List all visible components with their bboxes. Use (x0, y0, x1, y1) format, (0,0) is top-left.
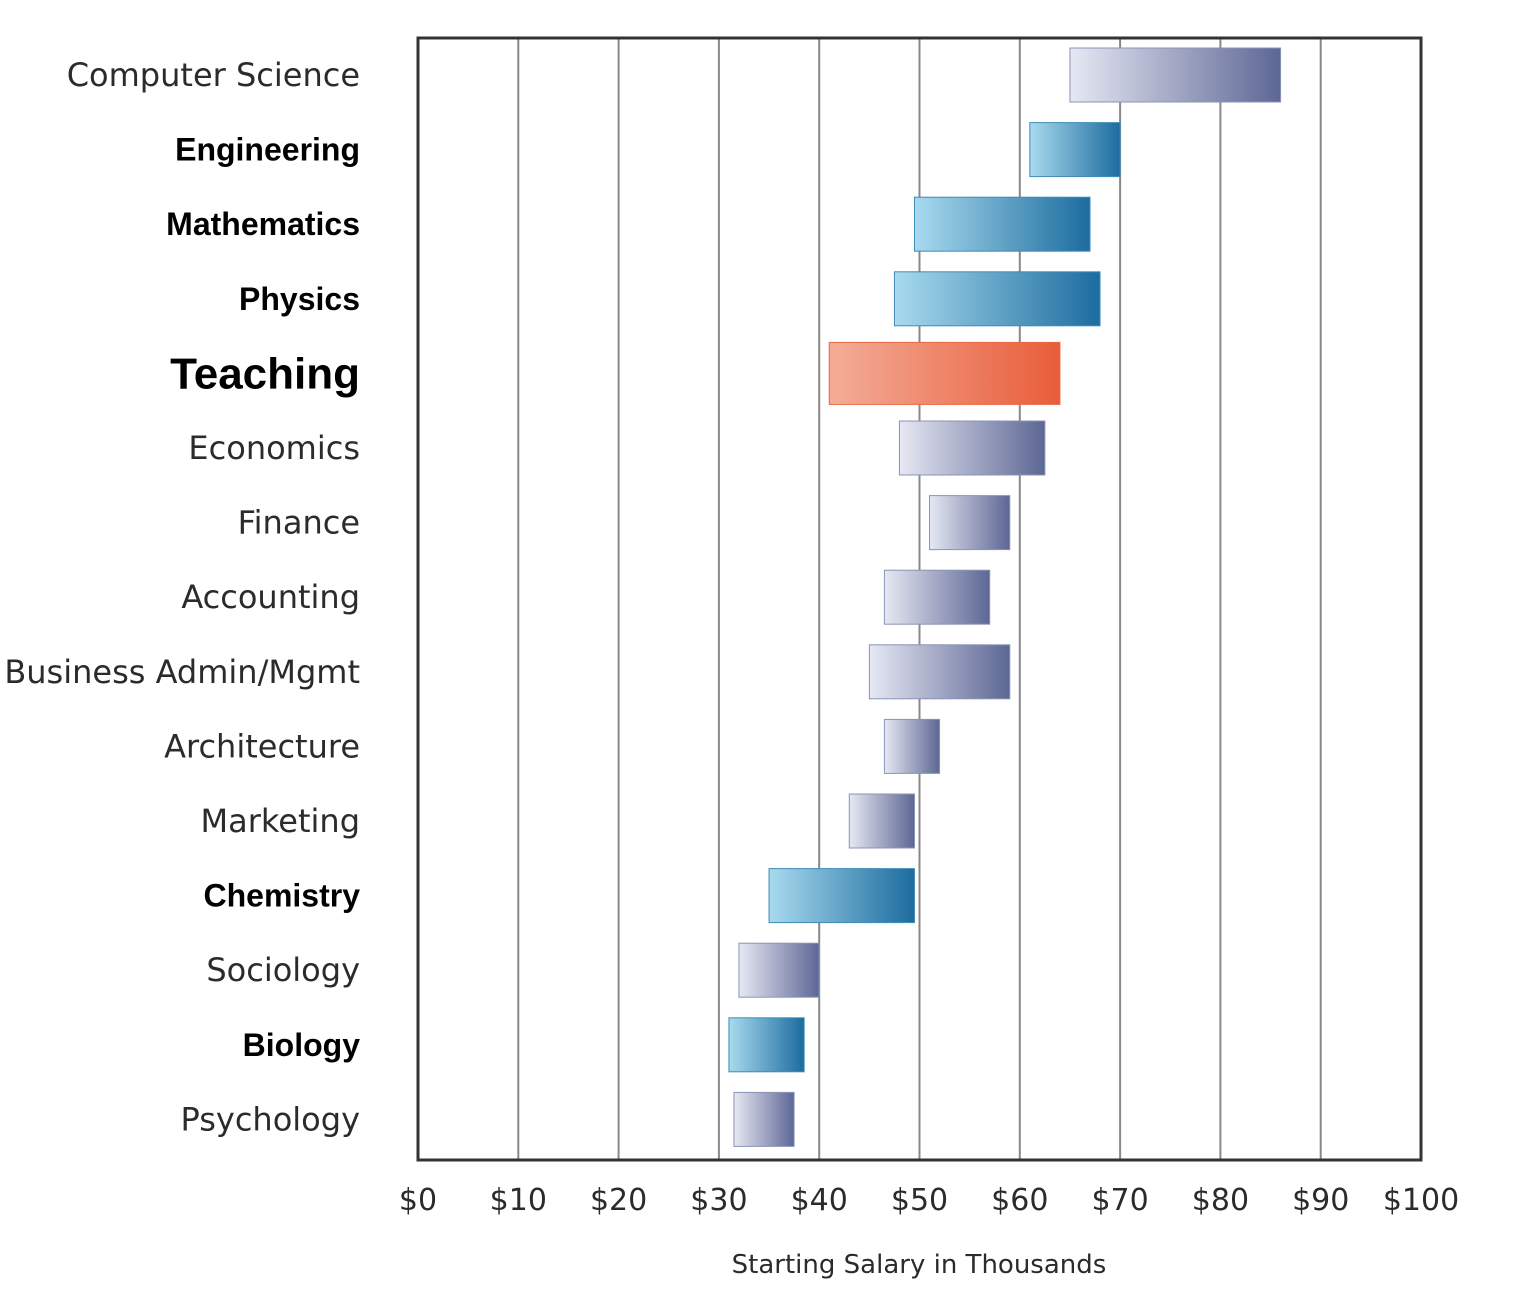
x-tick-label: $0 (399, 1183, 437, 1218)
bar-architecture (883, 718, 941, 774)
x-tick-label: $30 (690, 1183, 747, 1218)
category-label-chemistry: Chemistry (204, 878, 361, 914)
x-tick-label: $60 (991, 1183, 1048, 1218)
category-label-mathematics: Mathematics (166, 206, 360, 242)
bar-business-admin-mgmt (868, 644, 1011, 700)
bar-computer-science (1069, 47, 1282, 103)
x-tick-label: $90 (1292, 1183, 1349, 1218)
bar-engineering (1029, 122, 1121, 178)
bar-marketing (848, 793, 915, 849)
bar-accounting (883, 569, 991, 625)
x-tick-labels: $0 $10 $20 $30 $40 $50 $60 $70 $80 $90 $100 (399, 1183, 1459, 1218)
plot-frame (416, 36, 1423, 1162)
bar-teaching (828, 341, 1061, 405)
x-tick-label: $10 (490, 1183, 547, 1218)
bar-psychology (733, 1091, 795, 1147)
x-tick-label: $50 (891, 1183, 948, 1218)
bar-finance (929, 495, 1011, 551)
category-label-accounting: Accounting (181, 578, 360, 616)
category-labels: Computer Science Engineering Mathematics Ph… (4, 56, 360, 1138)
x-tick-label: $80 (1192, 1183, 1249, 1218)
bars (728, 47, 1282, 1147)
x-tick-label: $40 (791, 1183, 848, 1218)
bar-biology (728, 1017, 805, 1073)
category-label-marketing: Marketing (201, 802, 360, 840)
category-label-physics: Physics (239, 281, 360, 317)
bar-mathematics (913, 196, 1091, 252)
category-label-architecture: Architecture (164, 727, 360, 765)
category-label-psychology: Psychology (180, 1100, 360, 1138)
bar-chemistry (768, 868, 915, 924)
bar-sociology (738, 942, 820, 998)
category-label-business-admin-mgmt: Business Admin/Mgmt (4, 653, 360, 691)
x-tick-label: $100 (1383, 1183, 1459, 1218)
category-label-sociology: Sociology (206, 951, 360, 989)
category-label-finance: Finance (238, 504, 360, 542)
category-label-teaching: Teaching (170, 349, 360, 398)
category-label-economics: Economics (188, 429, 360, 467)
category-label-biology: Biology (243, 1027, 361, 1063)
category-label-computer-science: Computer Science (67, 56, 360, 94)
x-axis-title: Starting Salary in Thousands (732, 1250, 1107, 1280)
x-tick-label: $70 (1091, 1183, 1148, 1218)
bar-physics (893, 271, 1101, 327)
bar-economics (898, 420, 1046, 476)
category-label-engineering: Engineering (175, 132, 360, 168)
x-tick-label: $20 (590, 1183, 647, 1218)
